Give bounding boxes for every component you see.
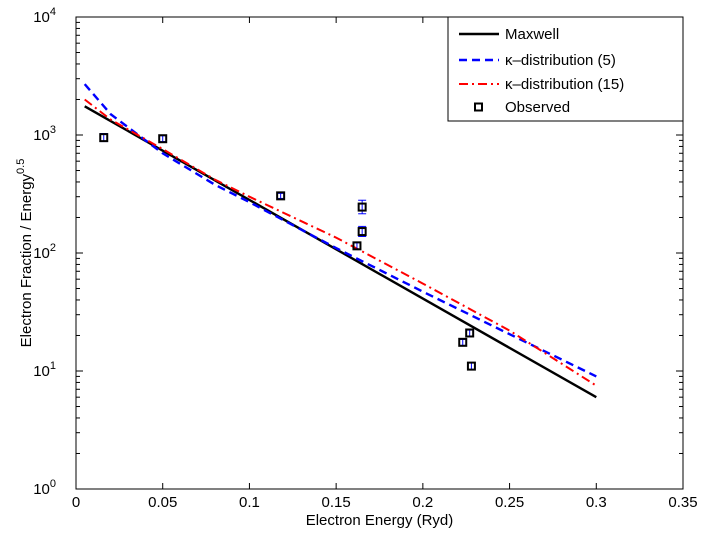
x-tick-label: 0.1 <box>239 494 260 511</box>
legend-marker-observed <box>474 102 483 112</box>
y-tick-label: 101 <box>33 360 56 380</box>
x-tick-label: 0.15 <box>322 494 351 511</box>
y-tick-exponent: 1 <box>50 360 56 372</box>
y-tick-base: 10 <box>33 127 50 144</box>
x-axis-label: Electron Energy (Ryd) <box>306 512 454 529</box>
y-tick-exponent: 2 <box>50 242 56 254</box>
y-axis-label: Electron Fraction / Energy0.5 <box>15 159 35 348</box>
y-tick-label: 100 <box>33 478 56 498</box>
observed-point <box>458 337 468 347</box>
x-tick-label: 0.25 <box>495 494 524 511</box>
y-tick-label: 104 <box>33 6 56 26</box>
y-tick-exponent: 4 <box>50 6 56 18</box>
observed-point <box>158 134 168 144</box>
y-tick-base: 10 <box>33 9 50 26</box>
x-tick-label: 0 <box>72 494 80 511</box>
observed-marker <box>357 227 367 237</box>
observed-point <box>357 199 367 215</box>
y-tick-base: 10 <box>33 481 50 498</box>
observed-marker <box>276 191 286 201</box>
observed-points <box>99 132 476 371</box>
y-tick-base: 10 <box>33 363 50 380</box>
legend-label-maxwell: Maxwell <box>505 26 559 43</box>
observed-point <box>276 191 286 201</box>
legend: Maxwell κ–distribution (5) κ–distributio… <box>447 16 684 122</box>
observed-marker <box>357 202 367 212</box>
observed-marker <box>99 133 109 143</box>
x-tick-label: 0.3 <box>586 494 607 511</box>
legend-label-observed: Observed <box>505 99 570 116</box>
x-tick-label: 0.2 <box>412 494 433 511</box>
x-tick-label: 0.35 <box>668 494 697 511</box>
x-tick-label: 0.05 <box>148 494 177 511</box>
y-tick-label: 102 <box>33 242 56 262</box>
observed-point <box>99 132 109 143</box>
series-line-maxwell <box>84 105 597 399</box>
y-tick-label: 103 <box>33 124 56 144</box>
y-axis-label-sup: 0.5 <box>15 159 27 174</box>
observed-point <box>466 361 476 371</box>
observed-point <box>357 225 367 237</box>
y-axis-label-main: Electron Fraction / Energy <box>18 173 35 347</box>
y-tick-exponent: 0 <box>50 478 56 490</box>
observed-marker <box>466 361 476 371</box>
y-tick-exponent: 3 <box>50 124 56 136</box>
series-layer <box>83 83 597 399</box>
y-tick-base: 10 <box>33 245 50 262</box>
observed-point <box>352 241 362 251</box>
observed-marker <box>458 337 468 347</box>
series-line-kappa15 <box>84 98 597 387</box>
legend-label-kappa15: κ–distribution (15) <box>505 76 624 93</box>
observed-marker <box>352 241 362 251</box>
observed-marker <box>465 328 475 338</box>
observed-point <box>465 328 475 338</box>
legend-label-kappa5: κ–distribution (5) <box>505 52 616 69</box>
observed-marker <box>158 134 168 144</box>
